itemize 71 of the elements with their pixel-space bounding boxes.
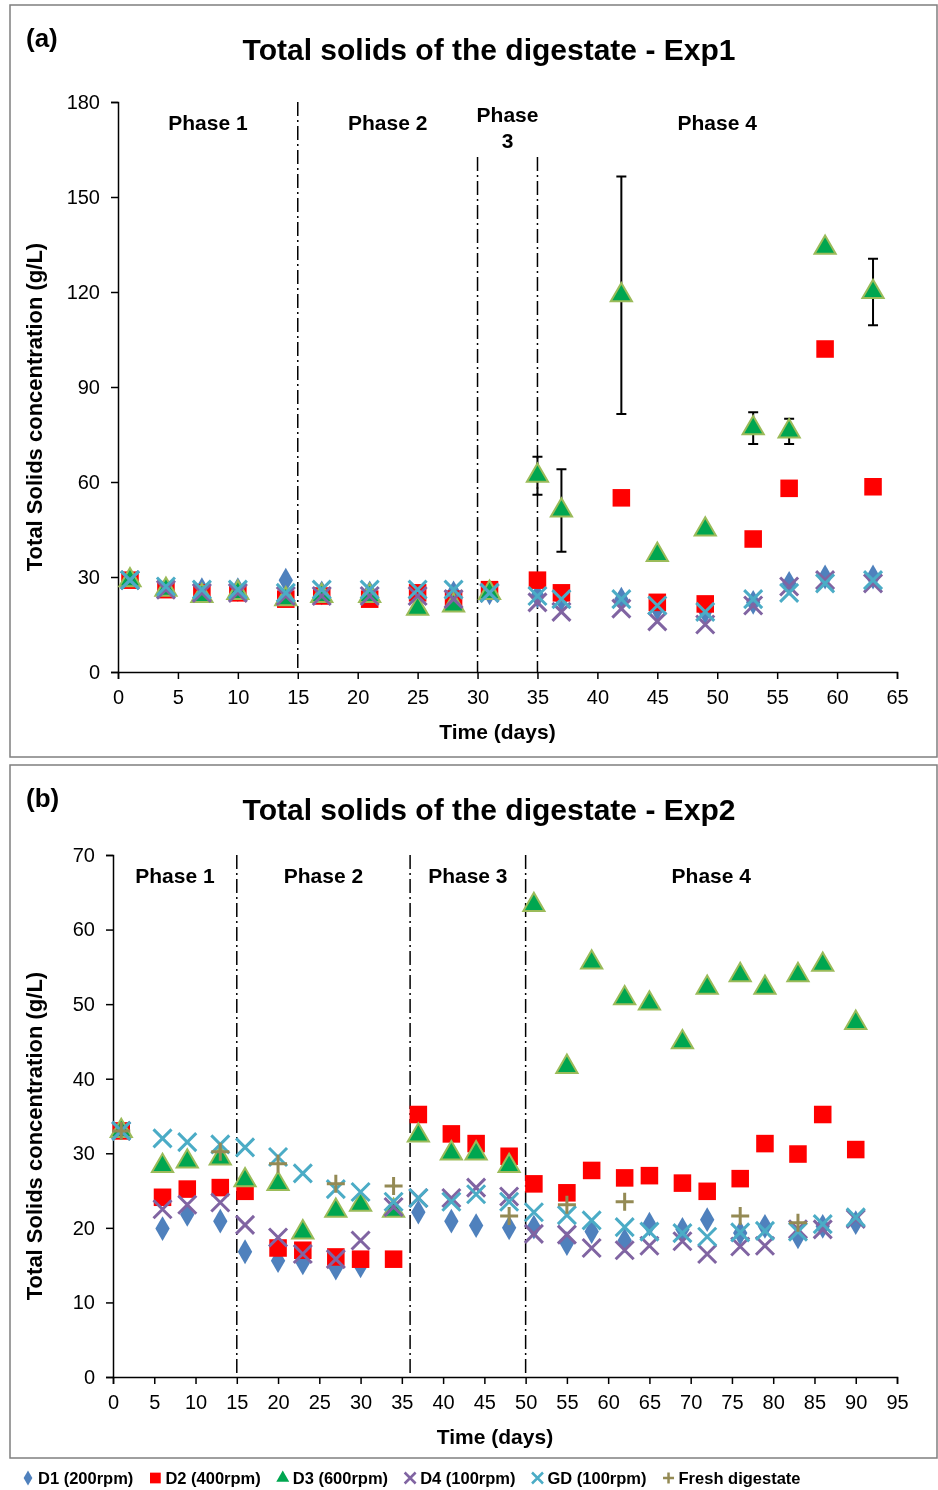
annotation: Phase 4 (671, 864, 752, 887)
x-tick-label: 20 (347, 686, 370, 708)
x-tick-label: 0 (112, 686, 125, 708)
x-tick-label: 90 (845, 1391, 868, 1413)
x-axis-title: Time (days) (439, 720, 556, 743)
x-tick-label: 75 (721, 1391, 744, 1413)
x-tick-label: 35 (526, 686, 550, 708)
x-tick-label: 10 (227, 686, 250, 708)
y-tick-label: 30 (77, 565, 100, 588)
y-tick-label: 10 (72, 1291, 95, 1314)
y-tick-label: 40 (72, 1067, 95, 1090)
legend-label: Fresh digestate (678, 1469, 801, 1487)
x-tick-label: 10 (184, 1391, 208, 1413)
x-tick-label: 45 (646, 686, 669, 708)
y-tick-label: 150 (66, 185, 100, 208)
y-tick-label: 20 (72, 1216, 95, 1239)
y-tick-label: 180 (66, 90, 100, 113)
annotation: Phase 3 (476, 103, 539, 153)
annotation: Phase 1 (135, 864, 215, 887)
x-tick-label: 30 (349, 1391, 373, 1413)
x-tick-label: 40 (432, 1391, 455, 1413)
x-tick-label: 25 (406, 686, 430, 708)
legend-label: D3 (600rpm) (292, 1469, 389, 1487)
y-tick-label: 60 (77, 470, 100, 493)
x-tick-label: 30 (466, 686, 490, 708)
text: (b) (26, 783, 60, 813)
x-tick-label: 5 (172, 686, 184, 708)
x-tick-label: 55 (556, 1391, 579, 1413)
x-tick-label: 40 (586, 686, 610, 708)
x-tick-label: 0 (107, 1391, 120, 1413)
x-tick-label: 15 (226, 1391, 249, 1413)
y-tick-label: 0 (88, 660, 100, 683)
annotation: Phase 2 (283, 864, 364, 887)
chart-title: Total solids of the digestate - Exp2 (242, 793, 736, 826)
legend-label: GD (100rpm) (547, 1469, 647, 1487)
annotation: Phase 3 (428, 864, 508, 887)
x-tick-label: 5 (149, 1391, 161, 1413)
y-axis-title: Total Solids concentration (g/L) (22, 971, 47, 1301)
x-tick-label: 85 (803, 1391, 827, 1413)
annotation: Phase 1 (168, 111, 248, 134)
x-tick-label: 20 (267, 1391, 290, 1413)
x-tick-label: 35 (391, 1391, 414, 1413)
x-tick-label: 25 (308, 1391, 331, 1413)
legend-label: D1 (200rpm) (38, 1469, 134, 1487)
x-tick-label: 80 (762, 1391, 785, 1413)
x-tick-label: 70 (680, 1391, 703, 1413)
legend-label: D4 (100rpm) (420, 1469, 516, 1487)
legend-label: D2 (400rpm) (165, 1469, 261, 1487)
y-tick-label: 0 (83, 1365, 95, 1388)
y-tick-label: 50 (72, 993, 95, 1016)
x-tick-label: 65 (638, 1391, 662, 1413)
x-tick-label: 50 (515, 1391, 538, 1413)
x-tick-label: 60 (826, 686, 849, 708)
y-tick-label: 90 (77, 375, 100, 398)
chart-title: Total solids of the digestate - Exp1 (242, 33, 736, 66)
x-axis-title: Time (days) (436, 1425, 554, 1448)
y-tick-label: 60 (72, 918, 95, 941)
annotation: Phase 4 (677, 111, 758, 134)
y-tick-label: 70 (72, 843, 95, 866)
annotation: Phase 2 (347, 111, 428, 134)
x-tick-label: 15 (287, 686, 310, 708)
y-tick-label: 120 (66, 280, 100, 303)
y-tick-label: 30 (72, 1142, 95, 1165)
x-tick-label: 65 (886, 686, 909, 708)
x-tick-label: 45 (473, 1391, 496, 1413)
y-axis-title: Total Solids concentration (g/L) (22, 242, 47, 572)
x-tick-label: 60 (597, 1391, 620, 1413)
x-tick-label: 95 (886, 1391, 909, 1413)
x-tick-label: 55 (766, 686, 789, 708)
text: (a) (26, 23, 58, 53)
x-tick-label: 50 (706, 686, 729, 708)
